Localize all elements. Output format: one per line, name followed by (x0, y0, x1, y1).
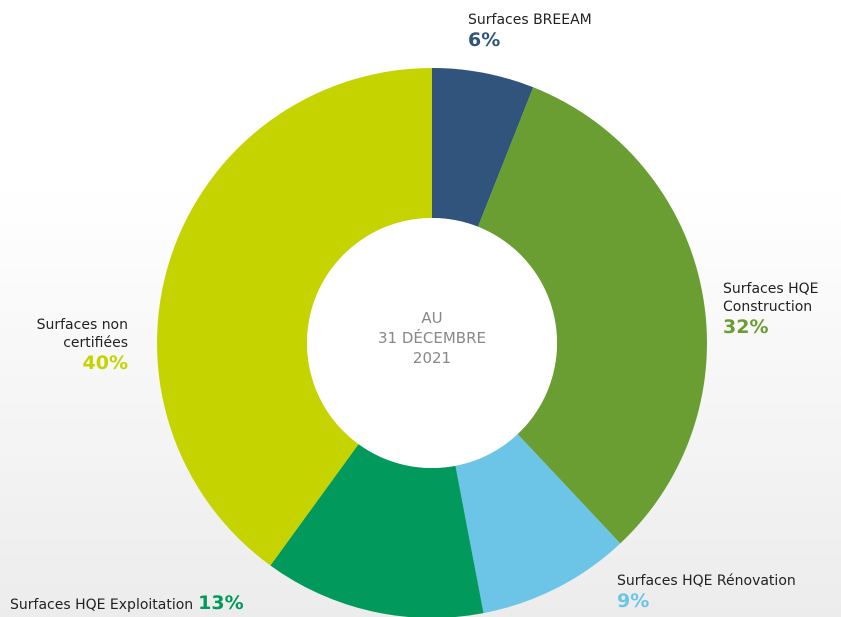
segment-label: Surfaces non certifiées 40% (10, 316, 128, 374)
segment-name: Surfaces HQE Construction (723, 281, 819, 315)
segment-label: Surfaces HQE Rénovation 9% (617, 572, 837, 612)
segment-name: Surfaces HQE Rénovation (617, 573, 796, 589)
segment-name: Surfaces non certifiées (36, 317, 128, 351)
segment-name: Surfaces HQE Exploitation (10, 597, 194, 613)
center-line: 31 DÉCEMBRE (378, 329, 486, 347)
segment-value: 40% (82, 352, 128, 374)
donut-segment (157, 68, 432, 566)
segment-label: Surfaces HQE Construction 32% (723, 280, 833, 338)
center-line: 2021 (412, 349, 452, 367)
donut-segment (455, 434, 621, 614)
donut-segment (432, 68, 534, 227)
segment-label: Surfaces BREEAM 6% (468, 11, 668, 51)
segment-label: Surfaces HQE Exploitation 13% (10, 592, 310, 614)
segment-value: 13% (198, 592, 244, 614)
donut-segment (478, 87, 707, 544)
segment-value: 9% (617, 590, 650, 612)
segment-name: Surfaces BREEAM (468, 12, 592, 28)
center-line: AU (421, 309, 443, 327)
segment-value: 6% (468, 29, 501, 51)
donut-segment (270, 444, 484, 617)
segment-value: 32% (723, 316, 769, 338)
donut-hole (307, 218, 557, 468)
center-label: AU 31 DÉCEMBRE 2021 (332, 308, 532, 368)
